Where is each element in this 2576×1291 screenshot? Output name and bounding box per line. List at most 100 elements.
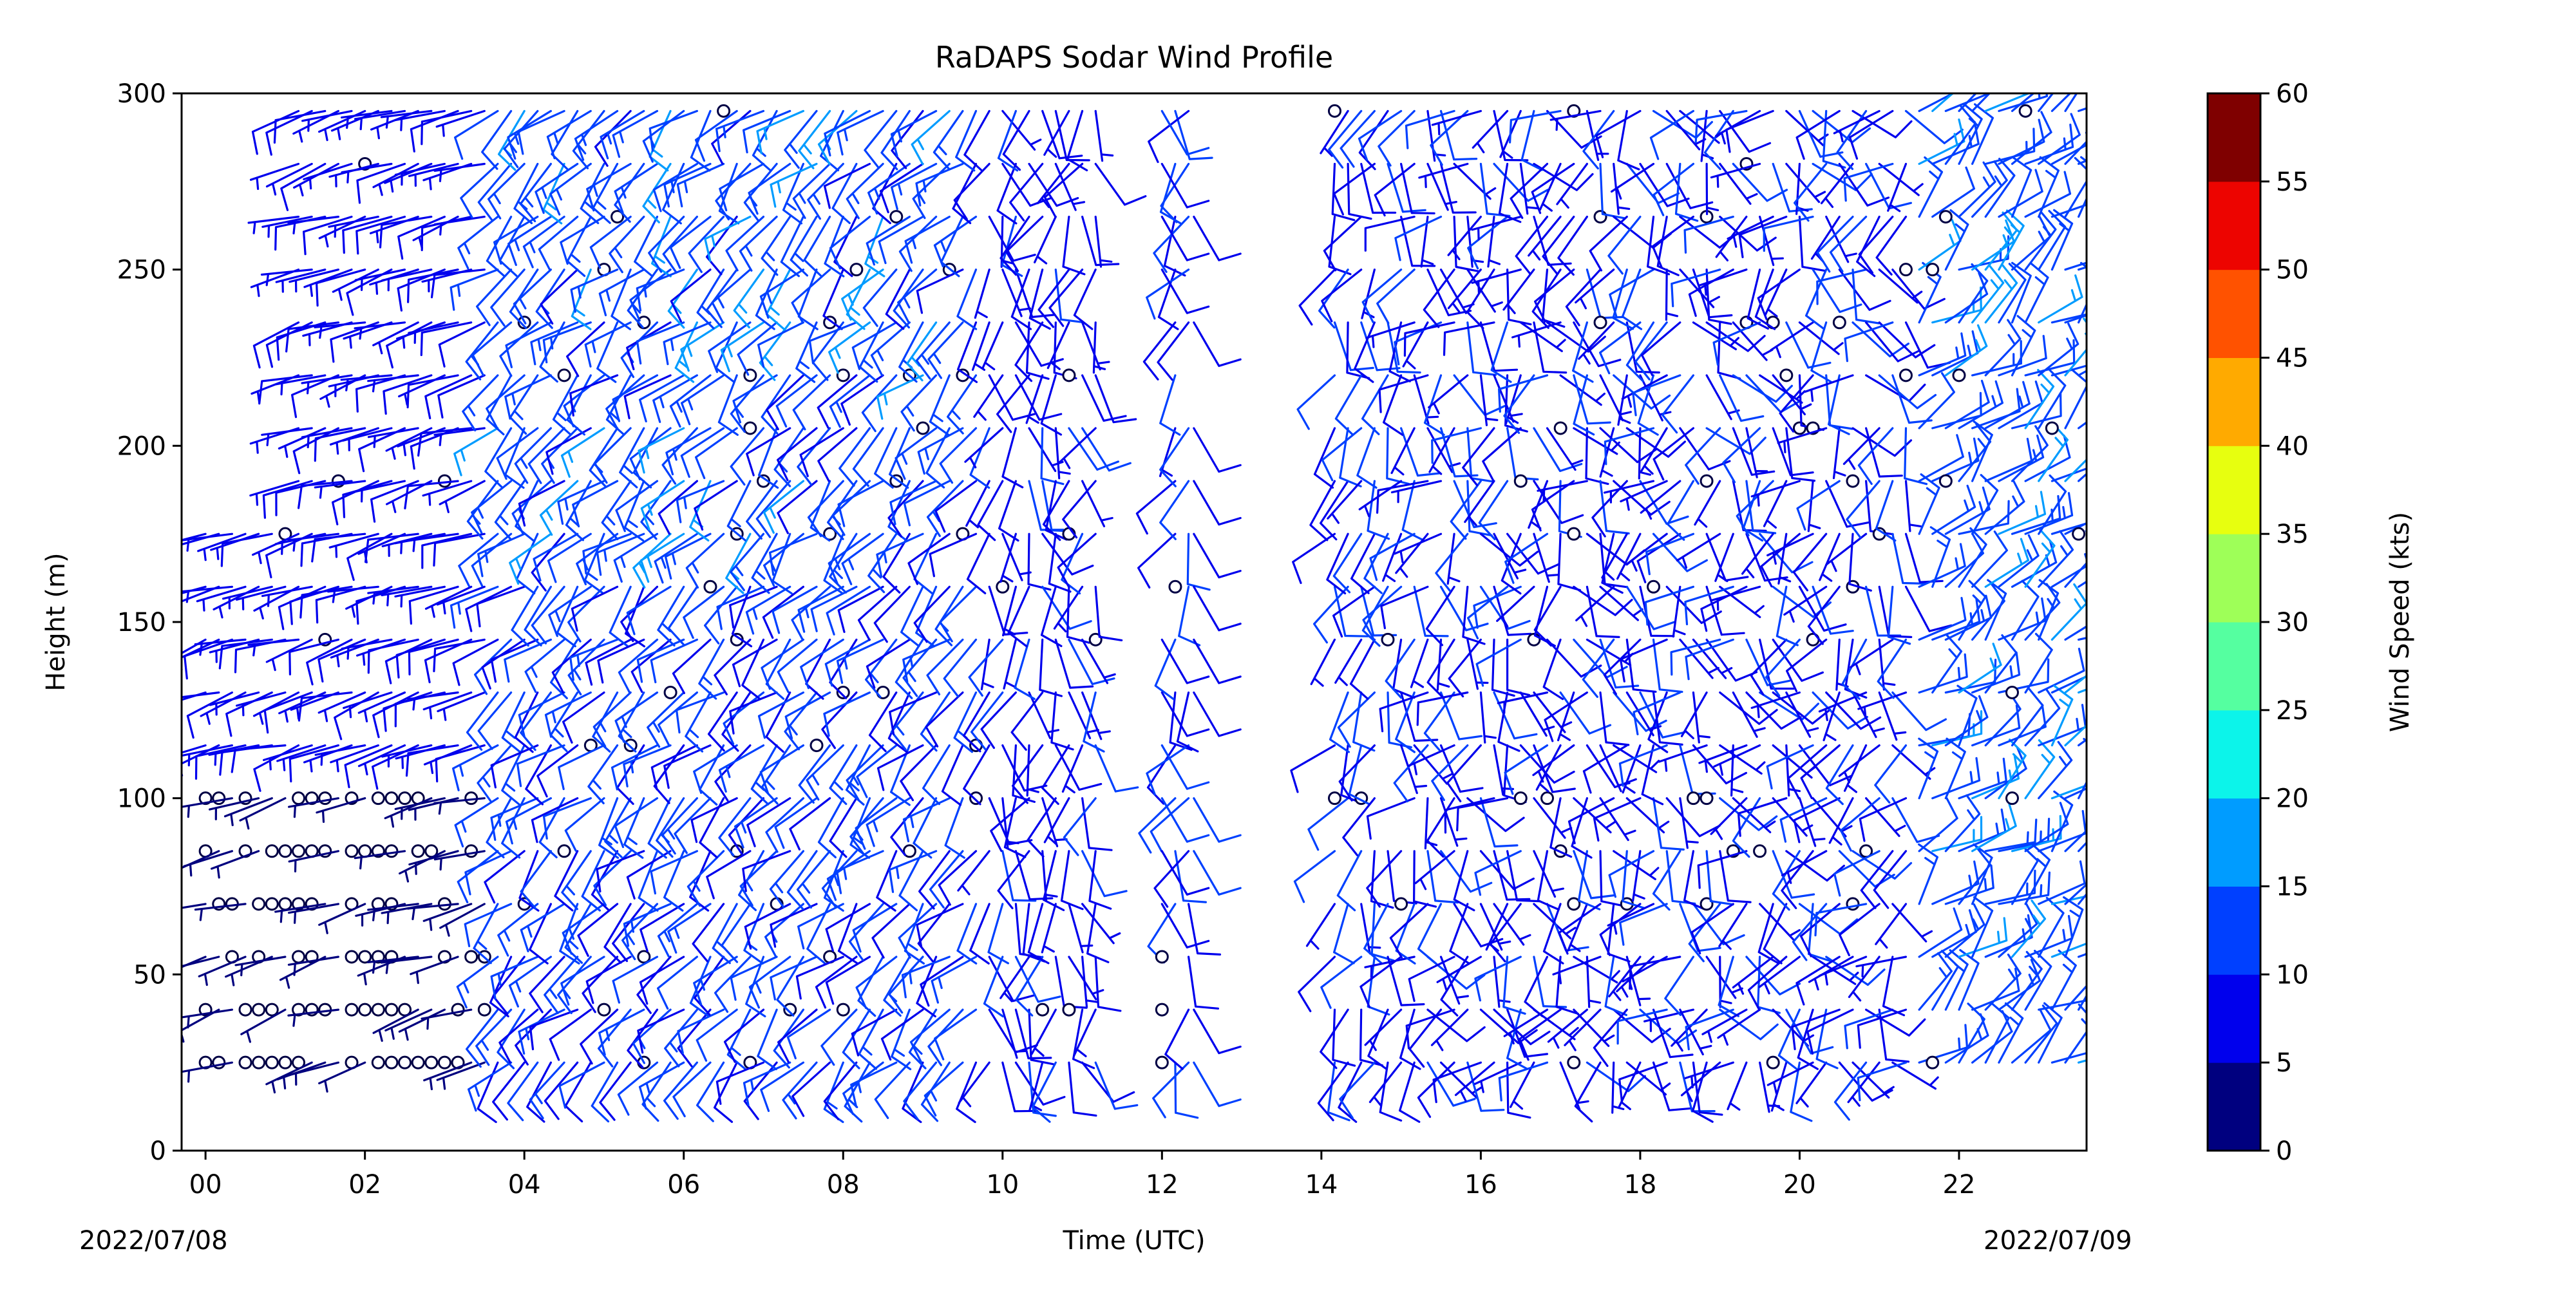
x-tick-label: 12 <box>1146 1170 1179 1200</box>
y-tick-label: 250 <box>117 256 166 285</box>
calm-circle <box>412 1057 424 1068</box>
calm-circle <box>1515 475 1526 487</box>
calm-circle <box>293 845 305 857</box>
calm-circle <box>412 845 424 857</box>
colorbar-segment <box>2208 974 2260 1062</box>
calm-circle <box>971 793 982 804</box>
calm-circle <box>266 1057 278 1068</box>
calm-circle <box>213 793 225 804</box>
calm-circle <box>372 1004 384 1015</box>
x-tick-label: 08 <box>827 1170 860 1200</box>
calm-circle <box>266 845 278 857</box>
calm-circle <box>266 898 278 910</box>
calm-circle <box>997 581 1009 592</box>
chart-title: RaDAPS Sodar Wind Profile <box>935 40 1333 75</box>
colorbar-tick-label: 20 <box>2276 784 2309 814</box>
calm-circle <box>426 1057 437 1068</box>
calm-circle <box>386 1057 397 1068</box>
calm-circle <box>665 686 676 698</box>
y-axis-label: Height (m) <box>41 552 71 691</box>
calm-circle <box>1648 581 1660 592</box>
calm-circle <box>2046 422 2058 434</box>
calm-circle <box>718 105 730 117</box>
calm-circle <box>386 1004 397 1015</box>
calm-circle <box>1927 264 1938 276</box>
calm-circle <box>1701 475 1712 487</box>
calm-circle <box>1063 1004 1075 1015</box>
wind-profile-chart: RaDAPS Sodar Wind Profile 00 02 04 06 08 10 12… <box>0 0 2576 1288</box>
x-axis-label: Time (UTC) <box>1062 1226 1205 1256</box>
calm-circle <box>1396 898 1407 910</box>
calm-circle <box>319 1004 331 1015</box>
calm-circle <box>705 581 716 592</box>
calm-circle <box>837 1004 849 1015</box>
figure-background <box>0 0 2576 1288</box>
calm-circle <box>1595 317 1606 328</box>
colorbar-segment <box>2208 798 2260 887</box>
calm-circle <box>891 211 902 223</box>
calm-circle <box>372 793 384 804</box>
y-tick-label: 300 <box>117 79 166 109</box>
x-tick-label: 06 <box>667 1170 700 1200</box>
calm-circle <box>1927 1057 1938 1068</box>
colorbar-segment <box>2208 622 2260 710</box>
colorbar-segment <box>2208 1062 2260 1151</box>
calm-circle <box>466 951 477 963</box>
calm-circle <box>346 845 357 857</box>
colorbar-tick-label: 40 <box>2276 431 2309 461</box>
calm-circle <box>346 951 357 963</box>
colorbar-segment <box>2208 446 2260 534</box>
calm-circle <box>2073 528 2085 540</box>
x-tick-label: 16 <box>1464 1170 1497 1200</box>
calm-circle <box>1037 1004 1048 1015</box>
y-tick-label: 150 <box>117 608 166 637</box>
x-tick-label: 10 <box>986 1170 1019 1200</box>
calm-circle <box>837 370 849 381</box>
calm-circle <box>1329 793 1340 804</box>
calm-circle <box>1847 475 1859 487</box>
colorbar-segment <box>2208 93 2260 182</box>
calm-circle <box>1595 211 1606 223</box>
y-tick-label: 0 <box>150 1136 166 1166</box>
calm-circle <box>478 1004 490 1015</box>
calm-circle <box>1794 422 1805 434</box>
colorbar-tick-label: 25 <box>2276 696 2309 726</box>
colorbar-tick-label: 30 <box>2276 608 2309 637</box>
x-tick-label: 02 <box>348 1170 381 1200</box>
calm-circle <box>1833 317 1845 328</box>
calm-circle <box>1701 793 1712 804</box>
calm-circle <box>386 845 397 857</box>
calm-circle <box>293 951 305 963</box>
colorbar-segment <box>2208 358 2260 446</box>
calm-circle <box>293 793 305 804</box>
calm-circle <box>399 1057 411 1068</box>
calm-circle <box>1156 1004 1168 1015</box>
calm-circle <box>279 845 291 857</box>
calm-circle <box>1940 475 1951 487</box>
colorbar-tick-label: 55 <box>2276 167 2309 197</box>
calm-circle <box>558 370 570 381</box>
calm-circle <box>279 898 291 910</box>
calm-circle <box>253 1057 265 1068</box>
end-date-label: 2022/07/09 <box>1984 1226 2132 1256</box>
calm-circle <box>386 793 397 804</box>
calm-circle <box>744 422 756 434</box>
colorbar-segment <box>2208 887 2260 975</box>
start-date-label: 2022/07/08 <box>79 1226 228 1256</box>
calm-circle <box>917 422 929 434</box>
x-tick-label: 00 <box>189 1170 222 1200</box>
calm-circle <box>1156 1057 1168 1068</box>
calm-circle <box>851 264 862 276</box>
colorbar-segment <box>2208 534 2260 622</box>
y-tick-label: 200 <box>117 431 166 461</box>
calm-circle <box>598 1004 610 1015</box>
calm-circle <box>1781 370 1792 381</box>
calm-circle <box>2006 793 2018 804</box>
colorbar-tick-label: 35 <box>2276 520 2309 549</box>
x-tick-label: 22 <box>1943 1170 1976 1200</box>
calm-circle <box>439 1057 450 1068</box>
colorbar-label: Wind Speed (kts) <box>2385 512 2415 732</box>
calm-circle <box>1687 793 1699 804</box>
calm-circle <box>1953 370 1965 381</box>
calm-circle <box>466 845 477 857</box>
